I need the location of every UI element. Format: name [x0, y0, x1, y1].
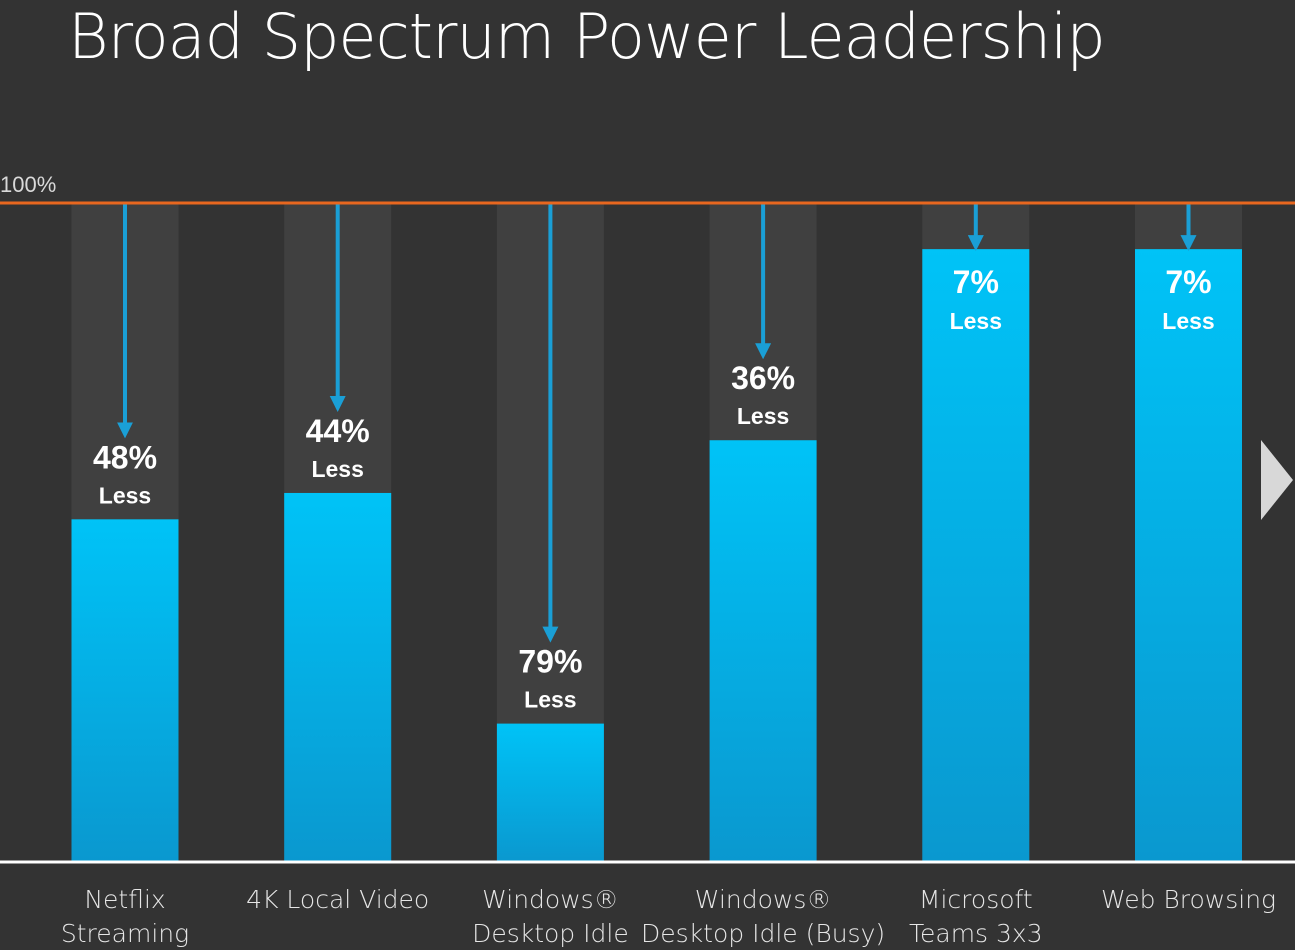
reduction-word-label: Less	[311, 456, 363, 482]
category-label: Desktop Idle	[472, 919, 629, 948]
reduction-percent-label: 7%	[1165, 264, 1211, 300]
category-label: Web Browsing	[1101, 885, 1276, 914]
reduction-percent-label: 44%	[306, 413, 370, 449]
bar	[922, 249, 1030, 862]
reduction-word-label: Less	[737, 403, 789, 429]
page-title: Broad Spectrum Power Leadership	[68, 0, 1106, 73]
reduction-percent-label: 36%	[731, 360, 795, 396]
category-label: Teams 3x3	[909, 919, 1043, 948]
reduction-percent-label: 79%	[518, 644, 582, 680]
reduction-word-label: Less	[1162, 308, 1214, 334]
category-label: 4K Local Video	[246, 885, 429, 914]
reduction-percent-label: 48%	[93, 439, 157, 475]
category-label: Microsoft	[919, 885, 1033, 914]
bar	[284, 492, 392, 862]
reduction-word-label: Less	[99, 482, 151, 508]
reference-label: 100%	[0, 172, 56, 197]
bar	[709, 440, 817, 862]
reduction-word-label: Less	[524, 687, 576, 713]
category-label: Streaming	[61, 919, 189, 948]
bar	[71, 519, 179, 862]
category-label: Windows®	[695, 885, 832, 914]
bar	[1135, 249, 1242, 862]
category-label: Netflix	[84, 885, 165, 914]
bar	[496, 723, 604, 862]
category-label: Windows®	[482, 885, 619, 914]
category-label: Desktop Idle (Busy)	[641, 919, 885, 948]
chevron-right-icon[interactable]	[1257, 436, 1295, 524]
reduction-percent-label: 7%	[953, 264, 999, 300]
reduction-word-label: Less	[950, 308, 1002, 334]
